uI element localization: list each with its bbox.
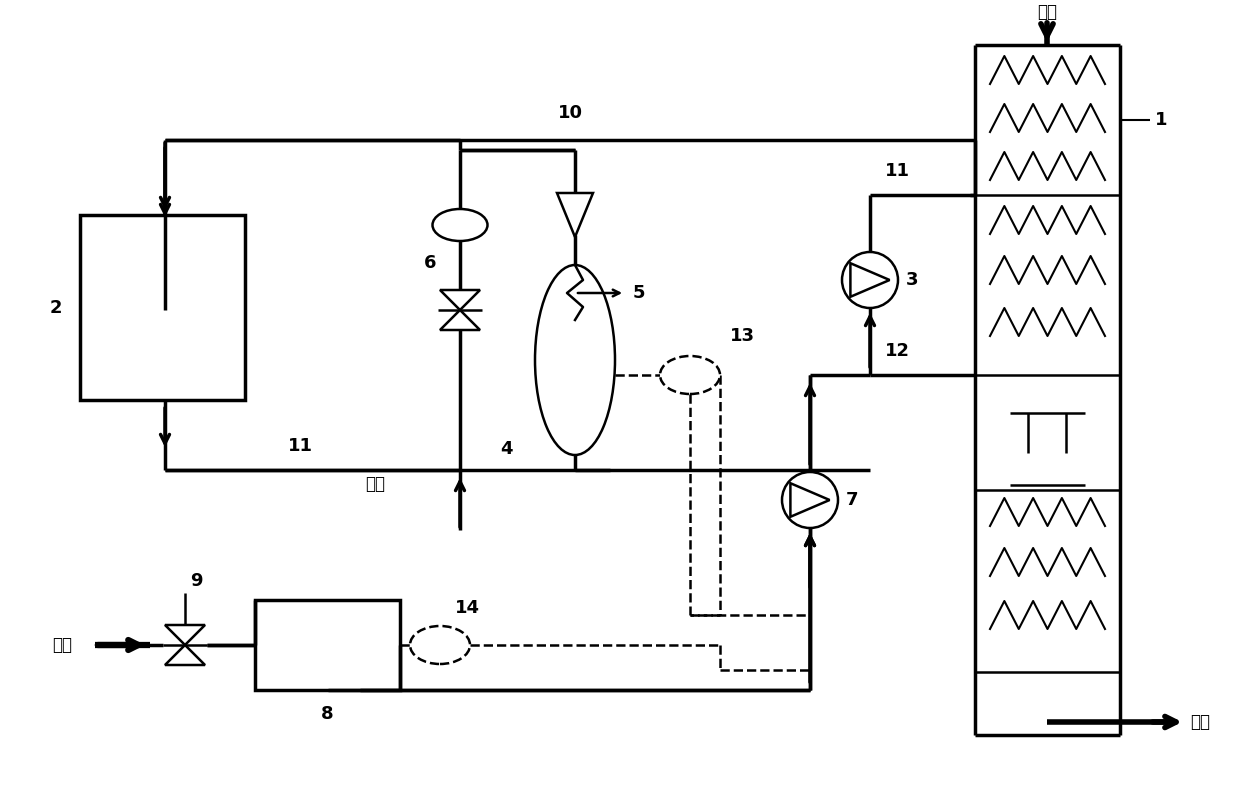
Ellipse shape bbox=[660, 356, 720, 394]
Polygon shape bbox=[165, 645, 205, 665]
Text: 9: 9 bbox=[190, 572, 202, 590]
Polygon shape bbox=[165, 625, 205, 645]
Text: 14: 14 bbox=[455, 599, 480, 617]
Text: 6: 6 bbox=[424, 254, 436, 272]
Text: 4: 4 bbox=[500, 440, 512, 458]
Ellipse shape bbox=[534, 265, 615, 455]
Text: 软水: 软水 bbox=[52, 636, 72, 654]
Text: 8: 8 bbox=[321, 705, 334, 723]
Polygon shape bbox=[440, 310, 480, 330]
Polygon shape bbox=[790, 483, 830, 517]
Circle shape bbox=[782, 472, 838, 528]
Polygon shape bbox=[440, 290, 480, 310]
Text: 10: 10 bbox=[558, 104, 583, 122]
Circle shape bbox=[842, 252, 898, 308]
Text: 13: 13 bbox=[730, 327, 755, 345]
Ellipse shape bbox=[433, 209, 487, 241]
Text: 氮气: 氮气 bbox=[365, 475, 384, 493]
Text: 1: 1 bbox=[1154, 111, 1168, 129]
Ellipse shape bbox=[410, 626, 470, 664]
Text: 11: 11 bbox=[288, 437, 312, 455]
Text: 11: 11 bbox=[885, 162, 910, 180]
Polygon shape bbox=[557, 193, 593, 237]
Text: 煤气: 煤气 bbox=[1190, 713, 1210, 731]
Bar bbox=[81, 215, 246, 400]
Text: 煤气: 煤气 bbox=[1037, 3, 1056, 21]
Text: 2: 2 bbox=[50, 299, 62, 317]
Bar bbox=[255, 600, 401, 690]
Text: 12: 12 bbox=[885, 342, 910, 360]
Text: 3: 3 bbox=[906, 271, 919, 289]
Polygon shape bbox=[851, 263, 889, 297]
Text: 5: 5 bbox=[632, 284, 646, 302]
Text: 7: 7 bbox=[846, 491, 858, 509]
